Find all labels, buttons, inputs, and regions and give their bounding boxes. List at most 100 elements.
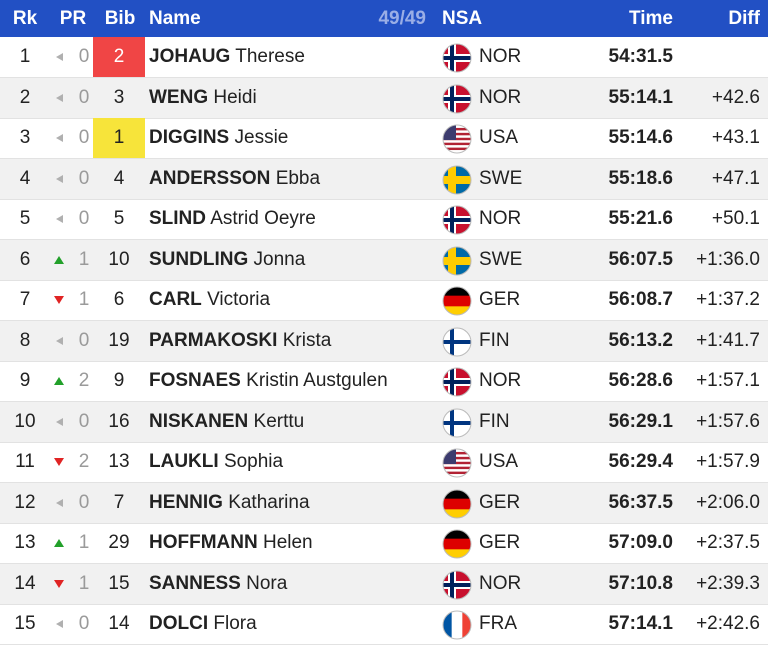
result-row: 2 0 3 WENG Heidi NOR 55:14.1 +42.6 [0, 77, 768, 119]
col-pr[interactable]: PR [59, 8, 87, 29]
bib: 9 [113, 370, 125, 391]
time: 56:13.2 [608, 329, 673, 351]
nsa: FIN [479, 329, 510, 351]
surname: HENNIG [149, 491, 223, 513]
flag-part [443, 127, 471, 131]
flag-border [442, 286, 472, 316]
time: 57:09.0 [608, 532, 673, 553]
given-name: Heidi [213, 86, 257, 108]
surname: LAUKLI [149, 451, 219, 472]
diff: +1:57.1 [696, 370, 760, 391]
flag-part [443, 145, 471, 148]
surname: CARL [149, 289, 202, 310]
trend-icon [56, 174, 63, 183]
flag-body [443, 611, 471, 639]
pr: 0 [78, 329, 90, 351]
bib: 29 [108, 532, 130, 553]
diff: +2:39.3 [696, 572, 760, 594]
surname: JOHAUG [149, 46, 231, 67]
bib: 15 [108, 572, 130, 594]
given-name: Jessie [234, 127, 289, 148]
result-row: 3 0 1 DIGGINS Jessie USA 55:14.6 +43.1 [0, 118, 768, 159]
pr-arrow [56, 620, 63, 628]
rank: 12 [14, 491, 36, 513]
col-diff[interactable]: Diff [728, 8, 760, 29]
trend-icon [54, 255, 64, 264]
flag [442, 610, 472, 640]
flag [442, 327, 472, 356]
nsa: GER [479, 532, 521, 553]
given-name: Flora [213, 613, 257, 634]
bib: 3 [113, 86, 125, 108]
flag-border [442, 327, 472, 356]
bib: 14 [108, 613, 130, 634]
athlete-name: DOLCI Flora [149, 604, 257, 644]
bib: 6 [113, 289, 125, 310]
athlete-name: ANDERSSON Ebba [149, 159, 320, 199]
flag-part [443, 140, 471, 143]
flag [442, 286, 472, 316]
flag-part [443, 56, 471, 60]
flag-part [443, 287, 471, 297]
flag-border [442, 489, 472, 518]
nsa: NOR [479, 370, 522, 391]
col-rank[interactable]: Rk [12, 8, 38, 29]
time: 56:08.7 [608, 289, 673, 310]
flag-part [443, 498, 471, 510]
athlete-name: DIGGINS Jessie [149, 118, 288, 158]
nsa: NOR [479, 208, 522, 229]
flag-border [442, 610, 472, 640]
rank: 15 [14, 613, 36, 634]
pr: 0 [78, 208, 90, 229]
flag-part [443, 538, 471, 550]
pr-arrow [54, 579, 64, 588]
col-nsa[interactable]: NSA [442, 8, 483, 29]
flag [442, 165, 472, 194]
pr-arrow [56, 498, 63, 507]
rank: 14 [14, 572, 36, 594]
surname: HOFFMANN [149, 532, 258, 553]
given-name: Helen [262, 532, 313, 553]
given-name: Sophia [223, 451, 284, 472]
pr-arrow [56, 53, 63, 61]
flag-border [442, 165, 472, 194]
result-row: 11 2 13 LAUKLI Sophia USA 56:29.4 +1:57.9 [0, 442, 768, 483]
col-bib[interactable]: Bib [104, 8, 136, 29]
surname: DIGGINS [149, 127, 230, 148]
result-row: 6 1 10 SUNDLING Jonna SWE 56:07.5 +1:36.0 [0, 239, 768, 281]
col-name[interactable]: Name [149, 8, 201, 29]
diff: +1:57.9 [696, 451, 760, 472]
flag-part [443, 142, 471, 146]
col-time[interactable]: Time [628, 8, 673, 29]
time: 56:29.1 [608, 410, 673, 432]
trend-icon [56, 53, 63, 61]
diff: +1:36.0 [696, 248, 760, 270]
flag [442, 408, 472, 437]
trend-icon [56, 498, 63, 507]
athlete-name: LAUKLI Sophia [149, 442, 283, 482]
rank: 7 [19, 289, 31, 310]
flag-part [443, 461, 471, 465]
flag [442, 43, 472, 73]
flag [442, 489, 472, 518]
pr-arrow [54, 458, 64, 466]
pr-arrow [54, 255, 64, 264]
pr: 0 [78, 46, 90, 67]
pr: 1 [78, 572, 90, 594]
given-name: Therese [235, 46, 305, 67]
flag-part [443, 130, 471, 134]
bib: 2 [93, 37, 145, 77]
trend-icon [54, 377, 64, 385]
flag-part [443, 96, 471, 101]
trend-icon [54, 579, 64, 588]
time: 56:29.4 [608, 451, 673, 472]
flag-part [443, 469, 471, 472]
athlete-name: SUNDLING Jonna [149, 240, 305, 280]
nsa: GER [479, 289, 521, 310]
flag-border [442, 408, 472, 437]
trend-icon [56, 93, 63, 102]
trend-icon [56, 417, 63, 426]
nsa: SWE [479, 248, 523, 270]
diff: +2:06.0 [696, 491, 760, 513]
trend-icon [54, 539, 64, 547]
